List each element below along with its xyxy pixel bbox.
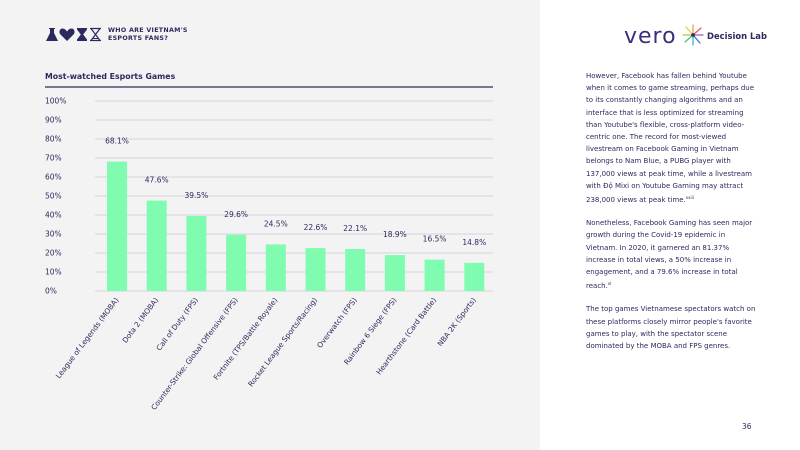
y-tick-label: 70% [45,154,62,163]
data-label: 24.5% [264,219,288,228]
y-tick-label: 40% [45,211,62,220]
data-label: 47.6% [145,176,169,185]
data-label: 18.9% [383,230,407,239]
paragraph-2-text: Nonetheless, Facebook Gaming has seen ma… [586,219,753,291]
bar [107,161,127,291]
footnote-ref-1: xxiii [685,195,694,201]
data-label: 68.1% [105,137,129,146]
y-tick-label: 90% [45,116,62,125]
bar [424,259,445,291]
x-tick-label: League of Legends (MOBA) [54,296,121,381]
y-tick-label: 10% [45,268,62,277]
decision-lab-logo-text: Decision Lab [707,31,767,41]
bar [265,244,286,291]
paragraph-1-text: However, Facebook has fallen behind Yout… [586,72,755,205]
x-tick-label: Dota 2 (MOBA) [120,296,160,345]
page-number: 36 [742,422,752,431]
footnote-ref-2: xl [607,281,612,287]
decision-lab-logo-icon [682,24,704,46]
bar-chart: 0% 10% 20% 30% 40% 50% 60% 70% 80% 90% 100% 68.1% Le… [45,86,493,412]
y-tick-label: 80% [45,135,62,144]
section-title-line-1: WHO ARE VIETNAM'S [108,27,188,34]
x-tick-label: Call of Duty (FPS) [154,296,200,353]
flask-icon [46,28,58,41]
x-tick-label: Rocket League Sports/Racing) [246,296,319,389]
section-title: WHO ARE VIETNAM'S ESPORTS FANS? [108,27,198,43]
y-tick-label: 0% [45,287,57,296]
data-label: 39.5% [184,191,208,200]
vero-logo: vero [624,24,677,49]
bar [345,249,366,291]
chart-panel [0,0,540,450]
header-icon-group [46,27,101,42]
section-title-line-2: ESPORTS FANS? [108,35,169,42]
data-label: 16.5% [423,235,447,244]
y-tick-label: 30% [45,230,62,239]
bar [186,215,207,291]
bar [384,255,405,291]
paragraph-3: The top games Vietnamese spectators watc… [586,305,756,351]
data-label: 29.6% [224,210,248,219]
hourglass-outline-icon [90,27,101,42]
text-panel [540,0,800,450]
y-tick-label: 60% [45,173,62,182]
bar [305,248,326,291]
data-label: 14.8% [462,238,486,247]
body-text: However, Facebook has fallen behind Yout… [586,70,758,363]
heart-icon [59,28,75,41]
x-tick-label: NBA 2K (Sports) [435,296,478,348]
data-label: 22.1% [343,224,367,233]
chart-title: Most-watched Esports Games [45,72,176,81]
bar [464,262,485,291]
bar [226,234,247,291]
y-tick-label: 50% [45,192,62,201]
y-tick-label: 20% [45,249,62,258]
hourglass-icon [77,28,87,41]
y-tick-label: 100% [45,97,66,106]
data-label: 22.6% [304,223,328,232]
x-tick-label: Overwatch (FPS) [315,296,359,350]
x-tick-label: Counter-Strike: Global Offensive (FPS) [149,296,240,412]
bar [146,200,167,291]
paragraph-1: However, Facebook has fallen behind Yout… [586,70,758,206]
paragraph-2: Nonetheless, Facebook Gaming has seen ma… [586,217,758,292]
